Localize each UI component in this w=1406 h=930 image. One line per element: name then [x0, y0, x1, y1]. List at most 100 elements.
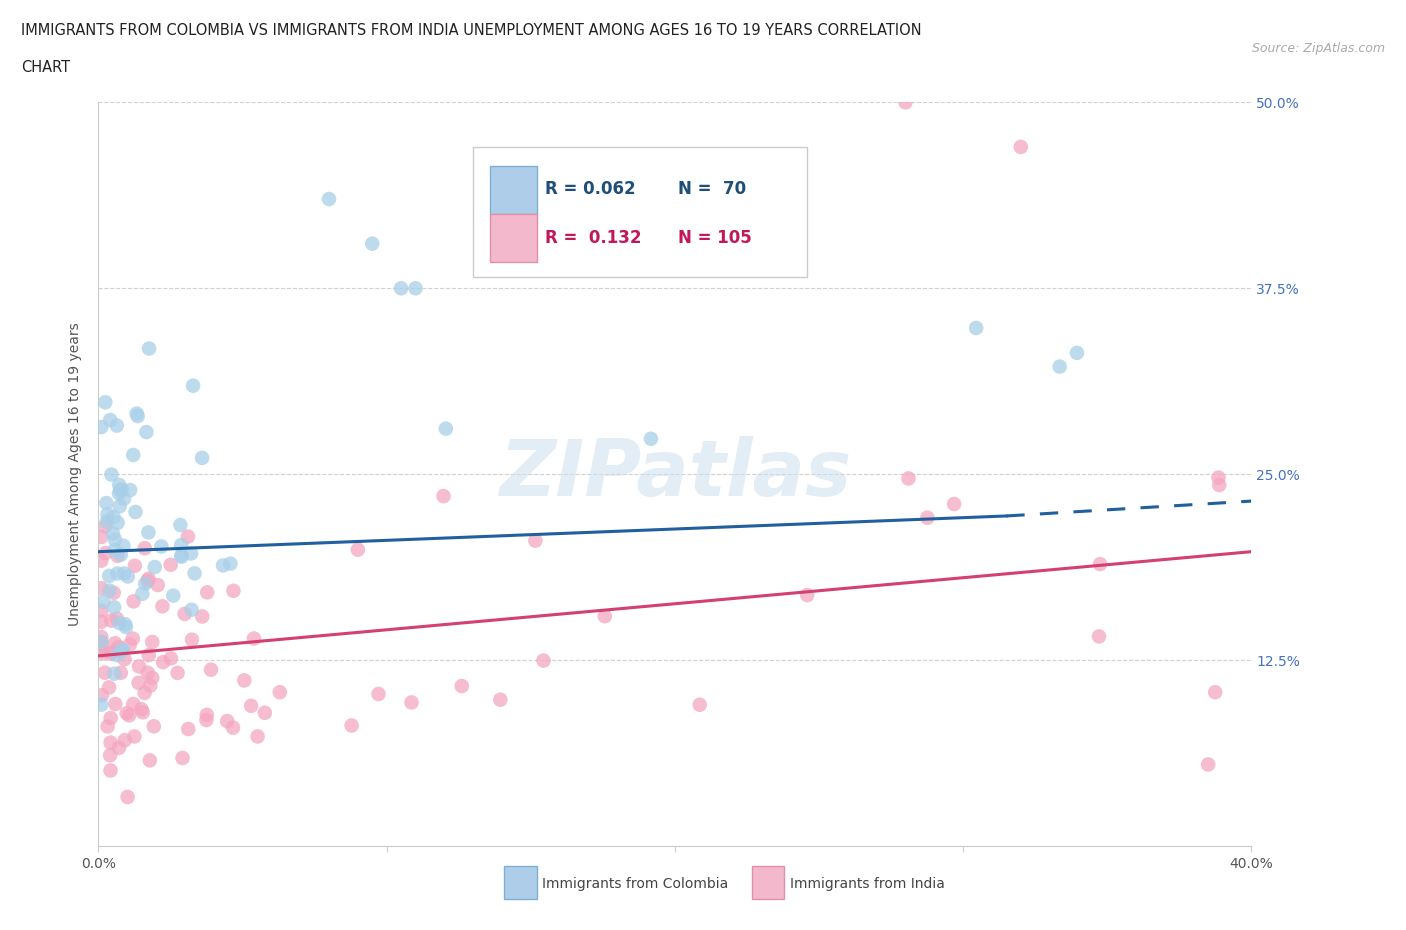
Point: [172, 751, 194, 765]
Point: [434, 421, 457, 436]
Point: [177, 529, 200, 544]
Point: [222, 583, 245, 598]
Point: [170, 550, 193, 565]
Point: [173, 606, 195, 621]
Point: [138, 341, 160, 356]
Y-axis label: Unemployment Among Ages 16 to 19 years: Unemployment Among Ages 16 to 19 years: [69, 323, 83, 626]
Point: [1066, 345, 1088, 360]
Point: [98, 583, 121, 598]
Point: [96, 514, 118, 529]
Point: [90, 630, 112, 644]
Point: [181, 632, 204, 647]
Point: [134, 540, 156, 555]
FancyBboxPatch shape: [491, 166, 537, 214]
Point: [100, 763, 122, 777]
Point: [131, 702, 153, 717]
Point: [100, 613, 122, 628]
Point: [90, 604, 112, 618]
Point: [108, 498, 131, 513]
Point: [112, 566, 135, 581]
Point: [110, 483, 132, 498]
Point: [177, 722, 200, 737]
Point: [138, 525, 160, 539]
FancyBboxPatch shape: [491, 214, 537, 262]
Point: [180, 546, 202, 561]
Point: [222, 720, 245, 735]
Point: [124, 729, 146, 744]
Point: [200, 662, 222, 677]
Point: [219, 556, 242, 571]
Point: [1208, 471, 1230, 485]
Point: [1204, 684, 1226, 699]
Point: [90, 553, 112, 568]
Point: [93, 594, 115, 609]
Point: [108, 740, 131, 755]
Point: [135, 425, 157, 440]
Point: [101, 644, 124, 659]
Point: [97, 719, 120, 734]
Point: [253, 705, 276, 720]
Point: [111, 644, 134, 658]
Point: [105, 611, 128, 626]
Point: [169, 518, 191, 533]
FancyBboxPatch shape: [752, 867, 785, 899]
Point: [104, 532, 127, 547]
Point: [217, 713, 239, 728]
Point: [152, 599, 174, 614]
Point: [131, 586, 153, 601]
Point: [127, 408, 149, 423]
Point: [138, 647, 160, 662]
Point: [943, 497, 966, 512]
Text: R = 0.062: R = 0.062: [544, 180, 636, 198]
Point: [640, 432, 662, 446]
Point: [118, 637, 141, 652]
Point: [98, 680, 121, 695]
Point: [195, 712, 218, 727]
Point: [94, 395, 117, 410]
Point: [347, 542, 370, 557]
Point: [139, 678, 162, 693]
Text: N = 105: N = 105: [678, 229, 752, 246]
Point: [98, 568, 121, 583]
Point: [90, 637, 112, 652]
Text: ZIPatlas: ZIPatlas: [499, 436, 851, 512]
Point: [103, 666, 125, 681]
Text: Immigrants from Colombia: Immigrants from Colombia: [543, 876, 728, 891]
Point: [94, 546, 117, 561]
Point: [111, 482, 134, 497]
Point: [107, 566, 129, 581]
Point: [243, 631, 266, 646]
Point: [122, 594, 145, 609]
Point: [897, 471, 920, 485]
Point: [269, 684, 291, 699]
Point: [90, 688, 112, 703]
Point: [105, 418, 128, 433]
Point: [118, 708, 141, 723]
Point: [917, 511, 939, 525]
Point: [128, 675, 150, 690]
Point: [114, 617, 136, 631]
Point: [124, 504, 146, 519]
Point: [114, 733, 136, 748]
Text: IMMIGRANTS FROM COLOMBIA VS IMMIGRANTS FROM INDIA UNEMPLOYMENT AMONG AGES 16 TO : IMMIGRANTS FROM COLOMBIA VS IMMIGRANTS F…: [21, 23, 922, 38]
Point: [1208, 478, 1230, 493]
Point: [246, 729, 269, 744]
Point: [240, 698, 263, 713]
Point: [389, 281, 412, 296]
Point: [146, 578, 169, 592]
Point: [191, 609, 214, 624]
Point: [122, 697, 145, 711]
Point: [101, 526, 124, 541]
Point: [112, 538, 135, 553]
Point: [894, 95, 917, 110]
Point: [170, 538, 193, 552]
Point: [160, 651, 183, 666]
Point: [103, 543, 125, 558]
Point: [128, 659, 150, 674]
Point: [100, 711, 122, 725]
Point: [367, 686, 389, 701]
Point: [180, 603, 202, 618]
Point: [318, 192, 340, 206]
Point: [212, 558, 235, 573]
Point: [361, 236, 384, 251]
